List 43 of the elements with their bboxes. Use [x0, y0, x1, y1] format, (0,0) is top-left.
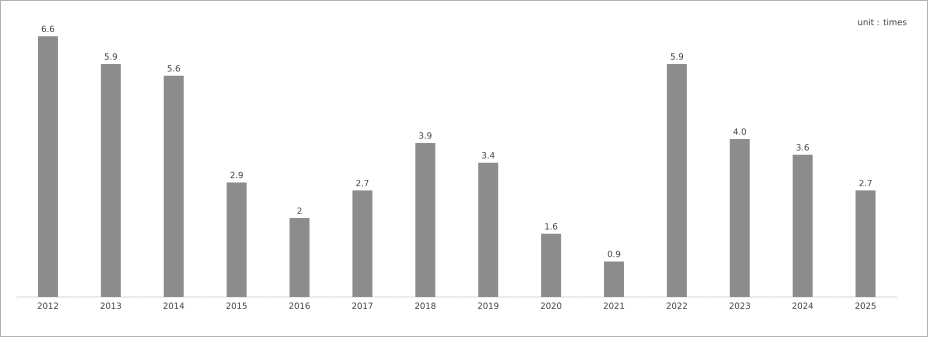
x-tick-label: 2022 [666, 302, 687, 309]
data-label: 2.7 [356, 180, 368, 186]
bar [164, 76, 184, 297]
data-label: 5.9 [104, 53, 118, 60]
data-label: 0.9 [608, 250, 620, 258]
bar [38, 36, 58, 297]
data-label: 2.7 [859, 180, 872, 186]
data-label: 2 [297, 207, 302, 214]
bar [290, 218, 310, 297]
x-tick-label: 2021 [604, 302, 624, 309]
data-label: 6.6 [42, 26, 54, 32]
bar [478, 162, 498, 297]
data-label: 2.9 [230, 172, 243, 178]
bar [666, 64, 687, 297]
data-label: 1.6 [545, 223, 558, 230]
bar [730, 138, 750, 297]
x-tick-label: 2018 [415, 302, 436, 309]
bar [604, 261, 624, 297]
x-tick-label: 2023 [730, 302, 750, 309]
x-tick-label: 2015 [226, 302, 247, 309]
x-tick-label: 2013 [100, 302, 121, 309]
bar [352, 190, 372, 297]
data-label: 5.9 [670, 53, 684, 60]
x-tick-label: 2012 [38, 302, 58, 309]
bar [100, 64, 121, 297]
x-tick-label: 2024 [792, 302, 814, 309]
data-label: 3.4 [482, 152, 494, 158]
x-tick-label: 2019 [478, 302, 498, 309]
text: unit : times [858, 18, 906, 26]
data-label: 3.6 [796, 144, 809, 151]
x-tick-label: 2014 [164, 302, 184, 309]
x-tick-label: 2017 [352, 302, 373, 309]
x-tick-label: 2016 [289, 302, 310, 309]
data-label: 3.9 [419, 132, 432, 139]
data-label: 5.6 [168, 65, 180, 72]
x-tick-label: 2025 [855, 302, 876, 309]
bar [226, 182, 247, 297]
data-label: 4.0 [733, 128, 746, 135]
x-tick-label: 2020 [540, 302, 562, 309]
bar [792, 154, 813, 297]
bar [541, 234, 562, 297]
bar [415, 142, 436, 297]
bar [856, 190, 876, 297]
